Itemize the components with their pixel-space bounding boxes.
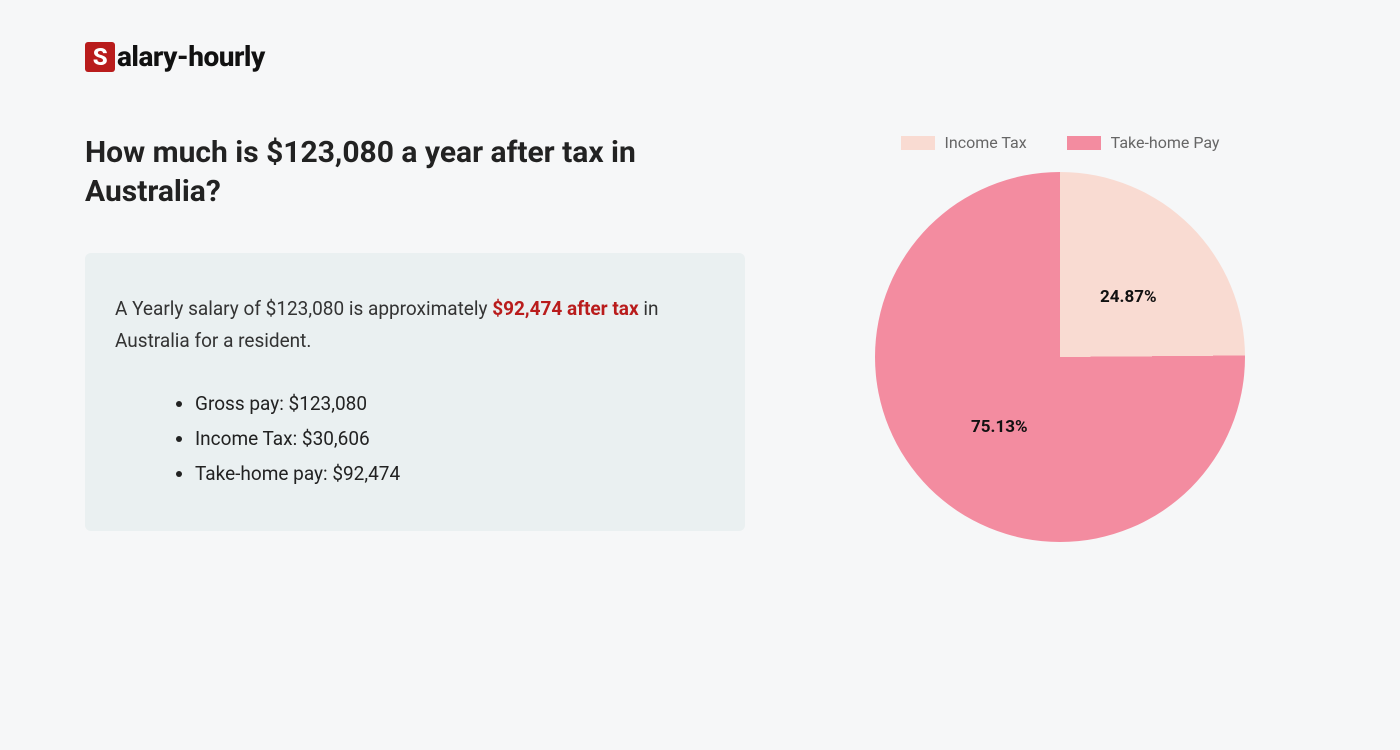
summary-highlight: $92,474 after tax	[492, 297, 638, 320]
list-item: Take-home pay: $92,474	[195, 456, 715, 491]
list-item: Gross pay: $123,080	[195, 386, 715, 421]
summary-before: A Yearly salary of $123,080 is approxima…	[115, 297, 492, 320]
legend-item-income-tax: Income Tax	[901, 133, 1027, 152]
summary-box: A Yearly salary of $123,080 is approxima…	[85, 253, 745, 531]
logo-text: alary-hourly	[117, 40, 265, 73]
summary-list: Gross pay: $123,080 Income Tax: $30,606 …	[115, 386, 715, 491]
site-logo: Salary-hourly	[85, 40, 1315, 73]
summary-text: A Yearly salary of $123,080 is approxima…	[115, 293, 715, 358]
pie-label-income-tax: 24.87%	[1100, 287, 1157, 307]
chart-legend: Income Tax Take-home Pay	[901, 133, 1220, 152]
legend-swatch	[1067, 136, 1101, 150]
list-item: Income Tax: $30,606	[195, 421, 715, 456]
pie-circle	[875, 172, 1245, 542]
legend-item-take-home: Take-home Pay	[1067, 133, 1220, 152]
logo-badge: S	[85, 42, 115, 72]
left-column: How much is $123,080 a year after tax in…	[85, 133, 745, 542]
pie-chart: 24.87% 75.13%	[875, 172, 1245, 542]
legend-label: Income Tax	[945, 133, 1027, 152]
content-row: How much is $123,080 a year after tax in…	[85, 133, 1315, 542]
legend-swatch	[901, 136, 935, 150]
right-column: Income Tax Take-home Pay 24.87% 75.13%	[805, 133, 1315, 542]
legend-label: Take-home Pay	[1111, 133, 1220, 152]
page-title: How much is $123,080 a year after tax in…	[85, 133, 745, 211]
pie-label-take-home: 75.13%	[971, 417, 1028, 437]
